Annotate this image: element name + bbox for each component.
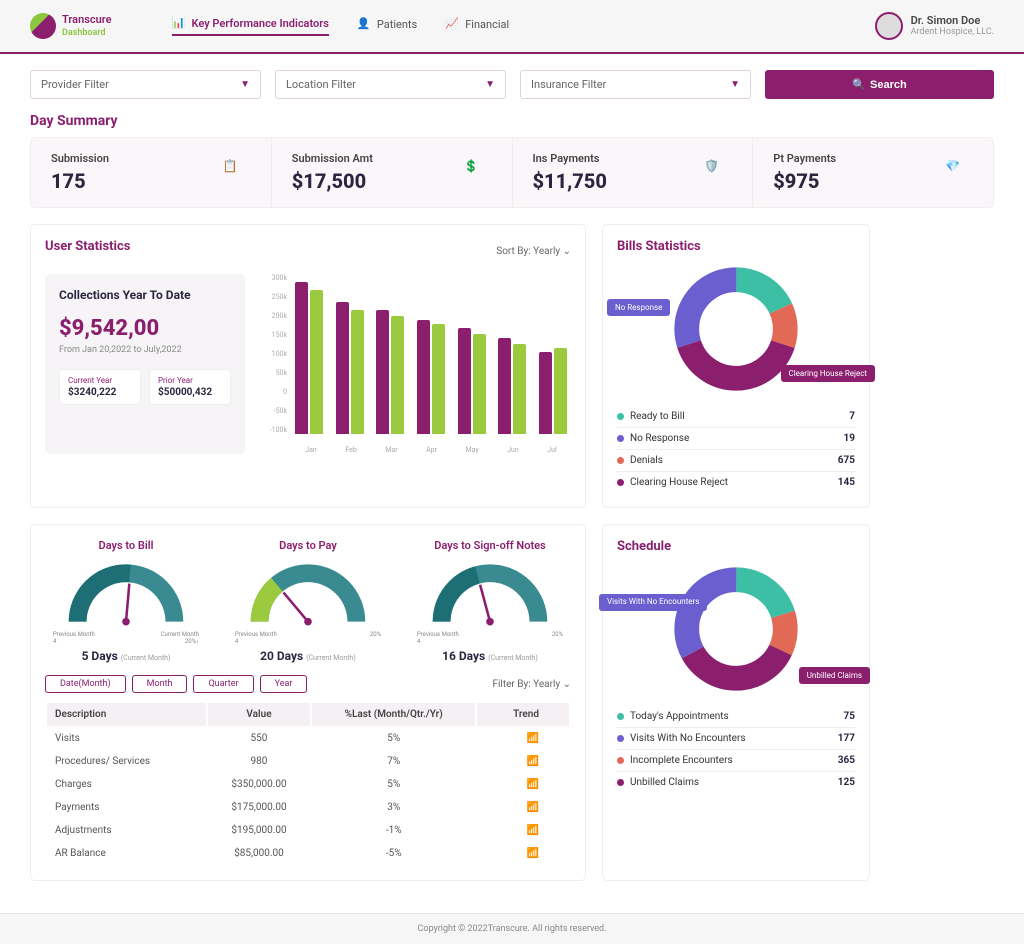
logo-icon [30, 13, 56, 39]
day-summary-title: Day Summary [30, 113, 994, 129]
user-stats-title: User Statistics [45, 239, 130, 254]
table-row: Charges$350,000.005%📶 [47, 774, 569, 795]
legend-item: Ready to Bill7 [617, 406, 855, 428]
gauge-days-to-bill: Days to Bill Previous MonthCurrent Month… [45, 539, 207, 663]
nav-financial-label: Financial [465, 18, 509, 31]
person-icon: 👤 [357, 17, 371, 31]
callout-visits-no-enc: Visits With No Encounters [599, 594, 707, 611]
main-nav: 📊 Key Performance Indicators 👤 Patients … [172, 16, 510, 36]
summary-submission-amt: Submission Amt$17,500 💲 [272, 138, 513, 207]
search-icon: 🔍 [852, 78, 866, 91]
insurance-filter[interactable]: Insurance Filter▼ [520, 70, 751, 99]
nav-kpi[interactable]: 📊 Key Performance Indicators [172, 16, 329, 36]
tab-quarter[interactable]: Quarter [193, 675, 253, 693]
clipboard-icon: 📋 [223, 159, 251, 187]
table-row: Visits5505%📶 [47, 728, 569, 749]
avatar [875, 12, 903, 40]
diamond-icon: 💎 [945, 159, 973, 187]
summary-pt-payments: Pt Payments$975 💎 [753, 138, 993, 207]
footer: Copyright © 2022Transcure. All rights re… [0, 913, 1024, 944]
nav-patients-label: Patients [377, 18, 417, 31]
bills-stats-title: Bills Statistics [617, 239, 855, 254]
schedule-panel: Schedule Visits With No Encounters Unbil… [602, 524, 870, 881]
metrics-table: Description Value %Last (Month/Qtr./Yr) … [45, 701, 571, 866]
gauge-days-to-sign: Days to Sign-off Notes Previous Month20%… [409, 539, 571, 663]
legend-item: Visits With No Encounters177 [617, 728, 855, 750]
topbar: TranscureDashboard 📊 Key Performance Ind… [0, 0, 1024, 54]
logo[interactable]: TranscureDashboard [30, 13, 112, 39]
user-name: Dr. Simon Doe [911, 14, 994, 27]
collections-card: Collections Year To Date $9,542,00 From … [45, 274, 245, 454]
table-row: Payments$175,000.003%📶 [47, 797, 569, 818]
monthly-bar-chart: 300k250k200k150k100k50k0-50k-100k JanFeb… [259, 274, 571, 454]
nav-patients[interactable]: 👤 Patients [357, 16, 417, 36]
user-org: Ardent Hospice, LLC. [911, 27, 994, 38]
gauge-icon: 📊 [172, 16, 186, 30]
shield-dollar-icon: 🛡️ [704, 159, 732, 187]
legend-item: Incomplete Encounters365 [617, 750, 855, 772]
sort-by[interactable]: Sort By: Yearly ⌄ [496, 246, 571, 257]
logo-text: TranscureDashboard [62, 14, 112, 39]
current-year-box: Current Year$3240,222 [59, 369, 141, 405]
prior-year-box: Prior Year$50000,432 [149, 369, 231, 405]
table-row: Procedures/ Services9807%📶 [47, 751, 569, 772]
search-button[interactable]: 🔍Search [765, 70, 994, 99]
legend-item: Denials675 [617, 450, 855, 472]
legend-item: No Response19 [617, 428, 855, 450]
callout-unbilled: Unbilled Claims [799, 667, 870, 684]
nav-financial[interactable]: 📈 Financial [445, 16, 509, 36]
legend-item: Clearing House Reject145 [617, 472, 855, 493]
schedule-legend: Today's Appointments75Visits With No Enc… [617, 706, 855, 793]
summary-ins-payments: Ins Payments$11,750 🛡️ [513, 138, 754, 207]
table-row: Adjustments$195,000.00-1%📶 [47, 820, 569, 841]
legend-item: Unbilled Claims125 [617, 772, 855, 793]
callout-clearing-house: Clearing House Reject [781, 365, 875, 382]
bills-statistics-panel: Bills Statistics No Response Clearing Ho… [602, 224, 870, 508]
gauge-days-to-pay: Days to Pay Previous Month20% 4 20 Days … [227, 539, 389, 663]
filter-by[interactable]: Filter By: Yearly ⌄ [492, 679, 571, 690]
schedule-donut-chart [671, 564, 801, 694]
tab-year[interactable]: Year [260, 675, 308, 693]
metrics-panel: Days to Bill Previous MonthCurrent Month… [30, 524, 586, 881]
schedule-title: Schedule [617, 539, 855, 554]
tab-date[interactable]: Date(Month) [45, 675, 126, 693]
provider-filter[interactable]: Provider Filter▼ [30, 70, 261, 99]
summary-submission: Submission175 📋 [31, 138, 272, 207]
day-summary: Submission175 📋 Submission Amt$17,500 💲 … [30, 137, 994, 208]
chart-icon: 📈 [445, 17, 459, 31]
caret-icon: ▼ [240, 79, 250, 90]
user-statistics-panel: User Statistics Sort By: Yearly ⌄ Collec… [30, 224, 586, 508]
caret-icon: ▼ [730, 79, 740, 90]
dollar-down-icon: 💲 [464, 159, 492, 187]
legend-item: Today's Appointments75 [617, 706, 855, 728]
nav-kpi-label: Key Performance Indicators [192, 17, 329, 30]
table-row: AR Balance$85,000.00-5%📶 [47, 843, 569, 864]
location-filter[interactable]: Location Filter▼ [275, 70, 506, 99]
caret-icon: ▼ [485, 79, 495, 90]
filter-bar: Provider Filter▼ Location Filter▼ Insura… [30, 70, 994, 99]
bills-legend: Ready to Bill7No Response19Denials675Cle… [617, 406, 855, 493]
tab-month[interactable]: Month [132, 675, 188, 693]
callout-no-response: No Response [607, 299, 670, 316]
user-menu[interactable]: Dr. Simon Doe Ardent Hospice, LLC. [875, 12, 994, 40]
